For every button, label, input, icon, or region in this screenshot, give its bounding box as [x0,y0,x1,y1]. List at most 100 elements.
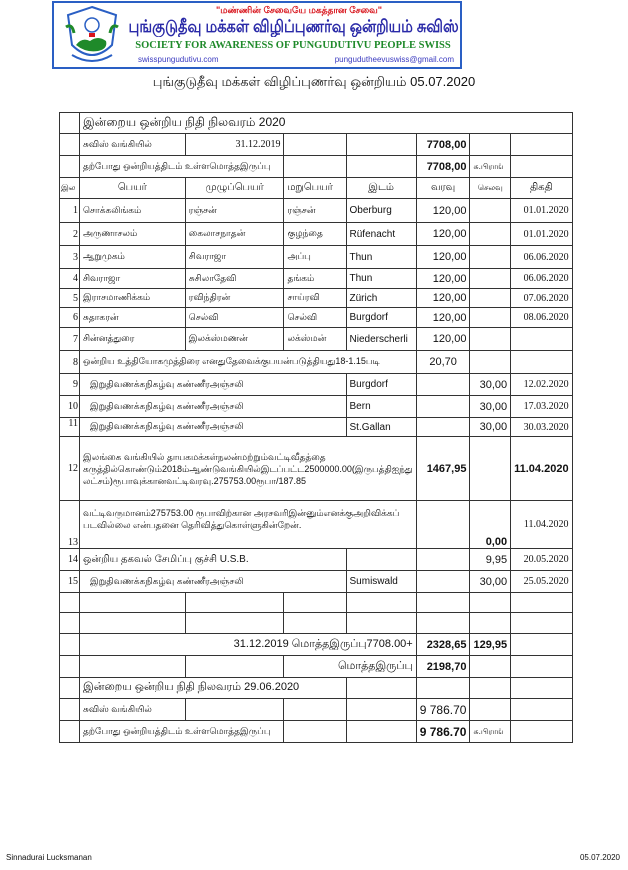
row-number: 5 [59,288,80,308]
row-description: இலங்கை வங்கியில் தாயகமக்கள்நலன்மற்றும்வட… [79,436,417,501]
member-alias: சாய்ரவி [283,288,347,308]
current-amount: 7708,00 [415,155,471,178]
second-currency: சு.பிராங் [469,720,512,743]
member-place: Zürich [345,288,417,308]
member-income: 120,00 [415,327,471,351]
row-expense: 30,00 [469,417,512,437]
member-income: 120,00 [415,288,471,308]
member-fullname: ரவிந்திரன் [184,288,285,308]
row-date: 30.03.2020 [510,417,573,437]
totals-label: 31.12.2019 மொத்தஇருப்பு7708.00+ [79,633,417,656]
second-current-row: தற்போது ஒன்றியத்திடம் உள்ளமொத்தஇருப்பு 9… [59,720,573,743]
current-balance-row: தற்போது ஒன்றியத்திடம் உள்ளமொத்தஇருப்பு 7… [59,155,573,178]
row-number: 10 [59,395,80,418]
balance-row: மொத்தஇருப்பு 2198,70 [59,655,573,678]
member-place: Thun [345,245,417,269]
empty-cell [415,417,471,437]
second-current-amount: 9 786.70 [415,720,471,743]
member-name: ஆறுமுகம் [79,245,186,269]
col-header-expense: செலவு [469,177,512,199]
total-expense: 129,95 [469,633,512,656]
empty-row [59,612,573,634]
member-date [510,327,573,351]
email-link[interactable]: pungudutheevuswiss@gmail.com [334,55,454,64]
balance-label: மொத்தஇருப்பு [283,655,417,678]
footer-date: 05.07.2020 [579,853,620,862]
row-income: 1467,95 [415,436,471,501]
member-place: Niederscherli [345,327,417,351]
empty-cell [469,268,512,289]
totals-row: 31.12.2019 மொத்தஇருப்பு7708.00+ 2328,65 … [59,633,573,656]
empty-cell [469,245,512,269]
row-date: 17.03.2020 [510,395,573,418]
member-date: 06.06.2020 [510,245,573,269]
row-place: Bern [345,395,417,418]
row-place: Burgdorf [345,373,417,396]
col-header-date: திகதி [510,177,573,199]
member-name: சொக்கலிங்கம் [79,198,186,223]
col-header-alias: மறுபெயர் [283,177,347,199]
row-number: 14 [59,548,80,571]
member-name: சுதாகரன் [79,307,186,328]
table-row: 14 ஒன்றிய தகவல் சேமிப்பு குச்சி U.S.B. 9… [59,548,573,571]
row-place: St.Gallan [345,417,417,437]
table-title: இன்றைய ஒன்றிய நிதி நிலவரம் 2020 [79,112,573,134]
empty-cell [469,198,512,223]
table-title-row: இன்றைய ஒன்றிய நிதி நிலவரம் 2020 [59,112,573,134]
second-bank-row: சுவிஸ் வங்கியில் 9 786.70 [59,698,573,721]
row-number: 15 [59,570,80,593]
member-date: 01.01.2020 [510,222,573,246]
table-row: 11 இறுதிவணக்கநிகழ்வு கண்ணீரஅஞ்சலி St.Galla… [59,417,573,437]
table-row: 9 இறுதிவணக்கநிகழ்வு கண்ணீரஅஞ்சலி Burgdorf 3… [59,373,573,396]
row-description: இறுதிவணக்கநிகழ்வு கண்ணீரஅஞ்சலி [79,417,347,437]
row-place: Sumiswald [345,570,417,593]
row-date: 11.04.2020 [510,500,573,549]
empty-cell [469,222,512,246]
table-row: 8 ஒன்றிய உத்தியோகமுத்திரை எனதுதேவைக்குபய… [59,350,573,374]
second-current-label: தற்போது ஒன்றியத்திடம் உள்ளமொத்தஇருப்பு [78,720,285,743]
society-logo-emblem [65,5,119,62]
row-number: 13 [59,500,80,549]
total-income: 2328,65 [415,633,471,656]
table-row: 1 சொக்கலிங்கம் ரஞ்சன் ரஞ்சன் Oberburg 120,00 0… [59,198,573,223]
footer-author: Sinnadurai Lucksmanan [6,853,92,862]
balance-amount: 2198,70 [415,655,471,678]
bank-row: சுவிஸ் வங்கியில் 31.12.2019 7708,00 [59,133,573,156]
second-title-row: இன்றைய ஒன்றிய நிதி நிலவரம் 29.06.2020 [59,677,573,699]
member-place: Burgdorf [345,307,417,328]
col-header-income: வரவு [415,177,471,199]
row-expense: 30,00 [469,395,512,418]
row-date: 11.04.2020 [510,436,573,501]
member-fullname: செல்வி [184,307,285,328]
member-place: Thun [345,268,417,289]
row-description: இறுதிவணக்கநிகழ்வு கண்ணீரஅஞ்சலி [79,373,347,396]
bank-label: சுவிஸ் வங்கியில் [79,133,186,156]
table-row: 5 இராசமாணிக்கம் ரவிந்திரன் சாய்ரவி Zürich 120… [59,288,573,308]
col-header-name: பெயர் [79,177,186,199]
row-date: 12.02.2020 [510,373,573,396]
member-date: 01.01.2020 [510,198,573,223]
member-place: Rüfenacht [345,222,417,246]
table-row: 7 சின்னத்துரை இலக்ஸ்மணன் லக்ஸ்மன் Niedersche… [59,327,573,351]
member-place: Oberburg [345,198,417,223]
empty-cell [469,307,512,328]
row-date: 20.05.2020 [510,548,573,571]
row-income: 20,70 [415,350,471,374]
table-row: 3 ஆறுமுகம் சிவராஜா அப்பு Thun 120,00 06.06.202… [59,245,573,269]
table-row: 15 இறுதிவணக்கநிகழ்வு கண்ணீரஅஞ்சலி Sumisw… [59,570,573,593]
row-description: இறுதிவணக்கநிகழ்வு கண்ணீரஅஞ்சலி [79,570,347,593]
member-name: இராசமாணிக்கம் [79,288,186,308]
row-number: 4 [59,268,80,289]
member-income: 120,00 [415,245,471,269]
finance-table: இன்றைய ஒன்றிய நிதி நிலவரம் 2020 சுவிஸ் வ… [59,112,573,743]
member-fullname: சுசிலாதேவி [184,268,285,289]
member-date: 07.06.2020 [510,288,573,308]
member-date: 08.06.2020 [510,307,573,328]
website-link[interactable]: swisspungudutivu.com [138,55,219,64]
second-bank-label: சுவிஸ் வங்கியில் [79,698,186,721]
bank-date: 31.12.2019 [184,133,285,156]
empty-cell [469,327,512,351]
second-bank-amount: 9 786.70 [415,698,471,721]
row-expense: 0,00 [469,500,512,549]
member-fullname: ரஞ்சன் [184,198,285,223]
